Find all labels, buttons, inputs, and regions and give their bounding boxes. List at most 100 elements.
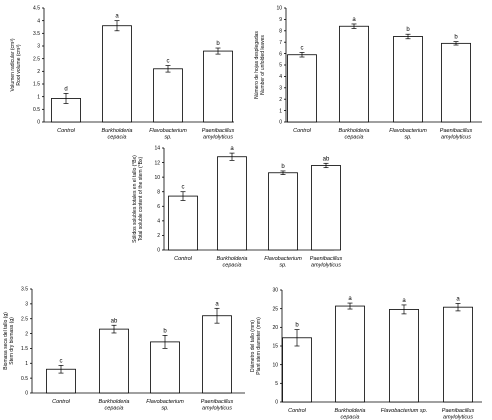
bar bbox=[282, 337, 312, 403]
x-category-label: Control bbox=[293, 128, 312, 134]
x-category-label: sp. bbox=[161, 406, 168, 412]
x-category-label: Control bbox=[288, 408, 307, 414]
significance-letter: a bbox=[230, 146, 234, 152]
x-category-label: sp. bbox=[164, 135, 171, 141]
y-axis-label: Sólidos solubles totales en el tallo (°B… bbox=[132, 155, 138, 243]
y-axis-label: Volumen radicular (cm³) bbox=[10, 38, 16, 91]
bar bbox=[335, 305, 365, 403]
y-tick-label: 9 bbox=[279, 17, 282, 23]
x-category-label: cepacia bbox=[223, 263, 242, 269]
y-tick-label: 30 bbox=[272, 288, 278, 294]
y-tick-label: 3 bbox=[25, 302, 28, 308]
x-category-label: Flavobacterium bbox=[264, 256, 302, 262]
y-tick-label: 1.5 bbox=[33, 82, 40, 88]
y-tick-label: 1.5 bbox=[21, 346, 28, 352]
y-tick-label: 1 bbox=[25, 361, 28, 367]
y-tick-label: 4.5 bbox=[33, 6, 40, 12]
y-axis-label: Biomasa seca del tallo (g) bbox=[3, 312, 9, 370]
bar bbox=[311, 165, 341, 251]
x-category-label: sp. bbox=[404, 135, 411, 141]
y-tick-label: 15 bbox=[272, 344, 278, 350]
y-tick-label: 0 bbox=[279, 120, 282, 126]
significance-letter: a bbox=[402, 298, 406, 304]
x-category-label: Control bbox=[57, 128, 76, 134]
y-tick-label: 3 bbox=[37, 44, 40, 50]
y-tick-label: 6 bbox=[157, 204, 160, 210]
y-tick-label: 3.5 bbox=[33, 31, 40, 37]
significance-letter: b bbox=[295, 323, 299, 329]
y-tick-label: 12 bbox=[154, 160, 160, 166]
bar bbox=[389, 309, 419, 403]
significance-letter: a bbox=[115, 14, 119, 20]
significance-letter: c bbox=[60, 358, 63, 364]
x-category-label: Burkholderia bbox=[335, 408, 366, 414]
x-category-label: Paenibacillus bbox=[442, 408, 475, 414]
y-tick-label: 2.5 bbox=[33, 56, 40, 62]
y-axis-label: Stem dry biomass (g) bbox=[9, 317, 15, 365]
y-axis-label: Number of unfolded leaves bbox=[260, 35, 266, 95]
y-tick-label: 8 bbox=[279, 29, 282, 35]
significance-letter: c bbox=[167, 59, 170, 65]
x-category-label: Flavobacterium bbox=[389, 128, 427, 134]
y-tick-label: 10 bbox=[276, 6, 282, 12]
y-tick-label: 2 bbox=[157, 233, 160, 239]
significance-letter: a bbox=[348, 296, 352, 302]
y-axis-label: Diámetro del tallo (mm) bbox=[250, 320, 256, 372]
x-category-label: Flavobacterium bbox=[146, 399, 184, 405]
y-tick-label: 3 bbox=[279, 86, 282, 92]
significance-letter: ab bbox=[111, 318, 118, 324]
x-category-label: Paenibacillus bbox=[202, 128, 235, 134]
y-tick-label: 8 bbox=[157, 189, 160, 195]
bar bbox=[168, 195, 198, 251]
y-tick-label: 4 bbox=[37, 18, 40, 24]
y-tick-label: 25 bbox=[272, 306, 278, 312]
y-tick-label: 0 bbox=[37, 120, 40, 126]
x-category-label: Paenibacillus bbox=[310, 256, 343, 262]
y-tick-label: 0 bbox=[275, 400, 278, 406]
significance-letter: b bbox=[281, 164, 285, 170]
bar bbox=[102, 25, 132, 123]
x-category-label: Control bbox=[52, 399, 71, 405]
bar bbox=[99, 328, 129, 394]
y-tick-label: 4 bbox=[279, 74, 282, 80]
bar bbox=[150, 341, 180, 394]
y-tick-label: 0.5 bbox=[33, 107, 40, 113]
significance-letter: a bbox=[352, 17, 356, 23]
x-category-label: cepacia bbox=[345, 135, 364, 141]
x-category-label: amylolyticus bbox=[441, 135, 471, 141]
y-tick-label: 5 bbox=[279, 63, 282, 69]
x-category-label: Flavobacterium sp. bbox=[381, 408, 427, 414]
significance-letter: c bbox=[182, 185, 185, 191]
x-category-label: cepacia bbox=[105, 406, 124, 412]
y-axis-label: Root volume (cm³) bbox=[16, 44, 22, 85]
x-category-label: sp. bbox=[279, 263, 286, 269]
x-category-label: cepacia bbox=[108, 135, 127, 141]
bar bbox=[203, 50, 233, 123]
x-category-label: Burkholderia bbox=[99, 399, 130, 405]
bar bbox=[202, 315, 232, 394]
y-tick-label: 0.5 bbox=[21, 376, 28, 382]
bar bbox=[153, 68, 183, 123]
x-category-label: amylolyticus bbox=[311, 263, 341, 269]
y-tick-label: 14 bbox=[154, 146, 160, 152]
x-category-label: Paenibacillus bbox=[440, 128, 473, 134]
y-tick-label: 4 bbox=[157, 219, 160, 225]
x-category-label: Burkholderia bbox=[102, 128, 133, 134]
bar bbox=[443, 306, 473, 403]
y-axis-label: Total soluble content of the stem (°Bx) bbox=[138, 157, 144, 242]
y-tick-label: 7 bbox=[279, 40, 282, 46]
y-axis-label: Número de hojas desplegadas bbox=[254, 31, 260, 99]
y-tick-label: 2.5 bbox=[21, 316, 28, 322]
bar bbox=[393, 36, 423, 123]
significance-letter: ab bbox=[323, 156, 330, 162]
x-category-label: amylolyticus bbox=[202, 406, 232, 412]
y-tick-label: 10 bbox=[154, 175, 160, 181]
x-category-label: Control bbox=[174, 256, 193, 262]
x-category-label: Burkholderia bbox=[217, 256, 248, 262]
y-tick-label: 10 bbox=[272, 362, 278, 368]
significance-letter: b bbox=[454, 35, 458, 41]
y-tick-label: 1 bbox=[279, 108, 282, 114]
x-category-label: Burkholderia bbox=[339, 128, 370, 134]
